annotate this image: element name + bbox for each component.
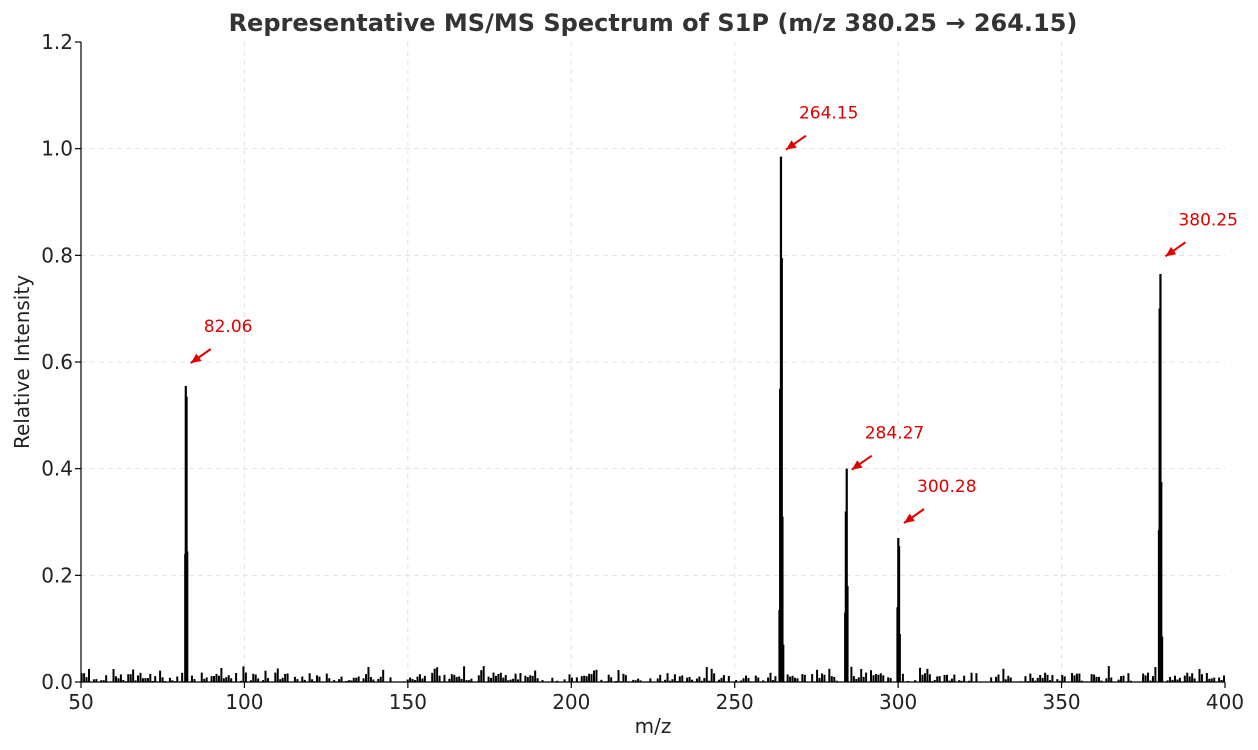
x-tick-label: 50 (68, 690, 93, 714)
peak-annotation-label: 264.15 (799, 104, 858, 124)
peak-annotation-label: 380.25 (1178, 210, 1237, 230)
y-tick-label: 0.2 (41, 563, 73, 587)
annotation-arrowhead (1165, 246, 1177, 257)
y-tick-label: 0.8 (41, 243, 73, 267)
annotations: 82.06 264.15 284.27 300.28 380.25 (190, 104, 1238, 524)
grid (81, 42, 1225, 682)
x-tick-label: 100 (225, 690, 263, 714)
tick-labels: 50 100 150 200 250 300 350 400 0.0 0.2 0.4 0.6 0.8 1.… (41, 30, 1244, 714)
annotation-arrowhead (904, 513, 915, 523)
x-tick-label: 300 (879, 690, 917, 714)
annotation-arrowhead (190, 353, 202, 363)
annotation-arrowhead (785, 140, 797, 150)
chart-title: Representative MS/MS Spectrum of S1P (m/… (229, 9, 1078, 37)
y-tick-label: 0.0 (41, 670, 73, 694)
x-tick-label: 200 (552, 690, 590, 714)
x-tick-label: 150 (389, 690, 427, 714)
peak-annotation-label: 284.27 (865, 424, 924, 444)
noise-bars (80, 666, 1226, 682)
annotation-arrowhead (851, 460, 863, 470)
axes (75, 41, 1226, 688)
y-tick-label: 1.2 (41, 30, 73, 54)
peak-bars (184, 156, 1164, 682)
peak-annotation-label: 82.06 (204, 317, 253, 337)
y-tick-label: 0.4 (41, 457, 73, 481)
x-tick-label: 400 (1206, 690, 1244, 714)
y-axis-label: Relative Intensity (10, 275, 34, 449)
peak-annotation-label: 300.28 (917, 477, 976, 497)
y-tick-label: 0.6 (41, 350, 73, 374)
x-tick-label: 250 (716, 690, 754, 714)
x-tick-label: 350 (1042, 690, 1080, 714)
y-tick-label: 1.0 (41, 137, 73, 161)
x-axis-label: m/z (635, 714, 672, 738)
